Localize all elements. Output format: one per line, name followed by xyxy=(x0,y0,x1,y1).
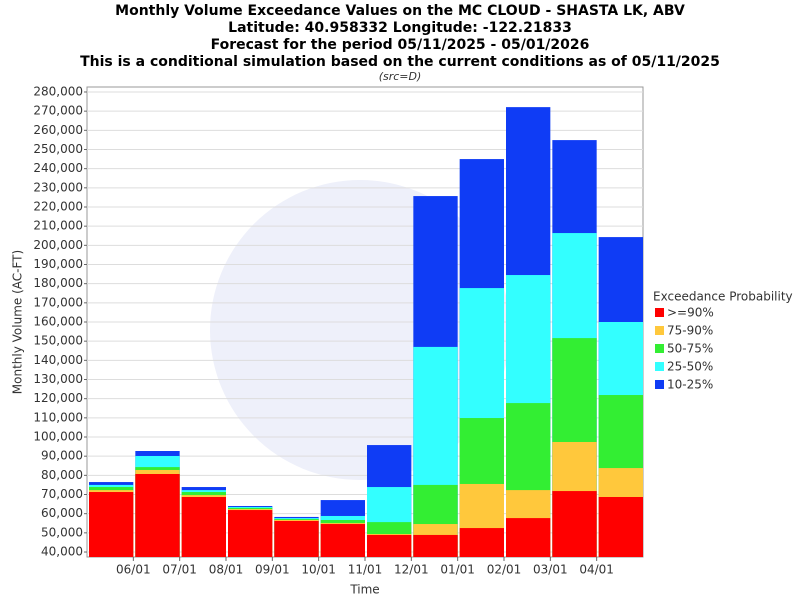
y-tick-label: 180,000 xyxy=(33,276,83,290)
y-tick-label: 170,000 xyxy=(33,295,83,309)
bar xyxy=(552,491,597,557)
bar xyxy=(367,534,412,557)
bar xyxy=(274,520,319,557)
x-tick-label: 04/01 xyxy=(579,563,614,577)
y-tick-label: 50,000 xyxy=(41,525,83,539)
y-tick-label: 160,000 xyxy=(33,315,83,329)
chart-title: This is a conditional simulation based o… xyxy=(80,54,720,70)
bar xyxy=(506,518,551,557)
legend-label: 10-25% xyxy=(667,378,713,392)
y-tick-label: 240,000 xyxy=(33,161,83,175)
bar xyxy=(135,474,180,557)
y-tick-label: 270,000 xyxy=(33,104,83,118)
legend-swatch xyxy=(655,380,664,389)
x-tick-label: 09/01 xyxy=(255,563,290,577)
bar xyxy=(459,528,504,557)
legend-swatch xyxy=(655,344,664,353)
bar xyxy=(320,524,365,557)
y-tick-label: 130,000 xyxy=(33,372,83,386)
legend-swatch xyxy=(655,326,664,335)
x-tick-label: 12/01 xyxy=(394,563,429,577)
y-tick-label: 250,000 xyxy=(33,142,83,156)
bar xyxy=(181,497,226,557)
x-tick-label: 11/01 xyxy=(348,563,383,577)
bar xyxy=(228,510,273,557)
y-tick-label: 260,000 xyxy=(33,123,83,137)
x-tick-label: 03/01 xyxy=(533,563,568,577)
legend-label: 50-75% xyxy=(667,342,713,356)
y-tick-label: 120,000 xyxy=(33,391,83,405)
y-tick-label: 80,000 xyxy=(41,468,83,482)
x-tick-label: 01/01 xyxy=(440,563,475,577)
y-tick-label: 280,000 xyxy=(33,84,83,98)
y-tick-label: 90,000 xyxy=(41,449,83,463)
y-tick-label: 220,000 xyxy=(33,199,83,213)
chart-subtitle: (src=D) xyxy=(379,70,422,83)
legend-label: 75-90% xyxy=(667,324,713,338)
chart-title: Monthly Volume Exceedance Values on the … xyxy=(115,3,685,19)
y-axis-label: Monthly Volume (AC-FT) xyxy=(11,250,25,394)
bar xyxy=(598,497,643,557)
legend-label: >=90% xyxy=(667,306,714,320)
y-tick-label: 210,000 xyxy=(33,219,83,233)
y-tick-label: 40,000 xyxy=(41,545,83,559)
y-tick-label: 200,000 xyxy=(33,238,83,252)
y-tick-label: 100,000 xyxy=(33,430,83,444)
legend-label: 25-50% xyxy=(667,360,713,374)
x-tick-label: 06/01 xyxy=(116,563,151,577)
x-tick-label: 02/01 xyxy=(487,563,522,577)
bar xyxy=(413,534,458,557)
x-tick-label: 08/01 xyxy=(209,563,244,577)
bar xyxy=(89,492,134,557)
legend-title: Exceedance Probability xyxy=(653,290,793,304)
x-axis-label: Time xyxy=(349,583,379,597)
y-tick-label: 150,000 xyxy=(33,334,83,348)
y-tick-label: 60,000 xyxy=(41,506,83,520)
chart-title: Forecast for the period 05/11/2025 - 05/… xyxy=(211,37,590,53)
legend-swatch xyxy=(655,308,664,317)
y-tick-label: 140,000 xyxy=(33,353,83,367)
y-tick-label: 110,000 xyxy=(33,410,83,424)
y-tick-label: 70,000 xyxy=(41,487,83,501)
legend-swatch xyxy=(655,362,664,371)
y-tick-label: 230,000 xyxy=(33,180,83,194)
x-tick-label: 07/01 xyxy=(162,563,197,577)
x-tick-label: 10/01 xyxy=(301,563,336,577)
y-tick-label: 190,000 xyxy=(33,257,83,271)
chart-title: Latitude: 40.958332 Longitude: -122.2183… xyxy=(228,20,572,36)
